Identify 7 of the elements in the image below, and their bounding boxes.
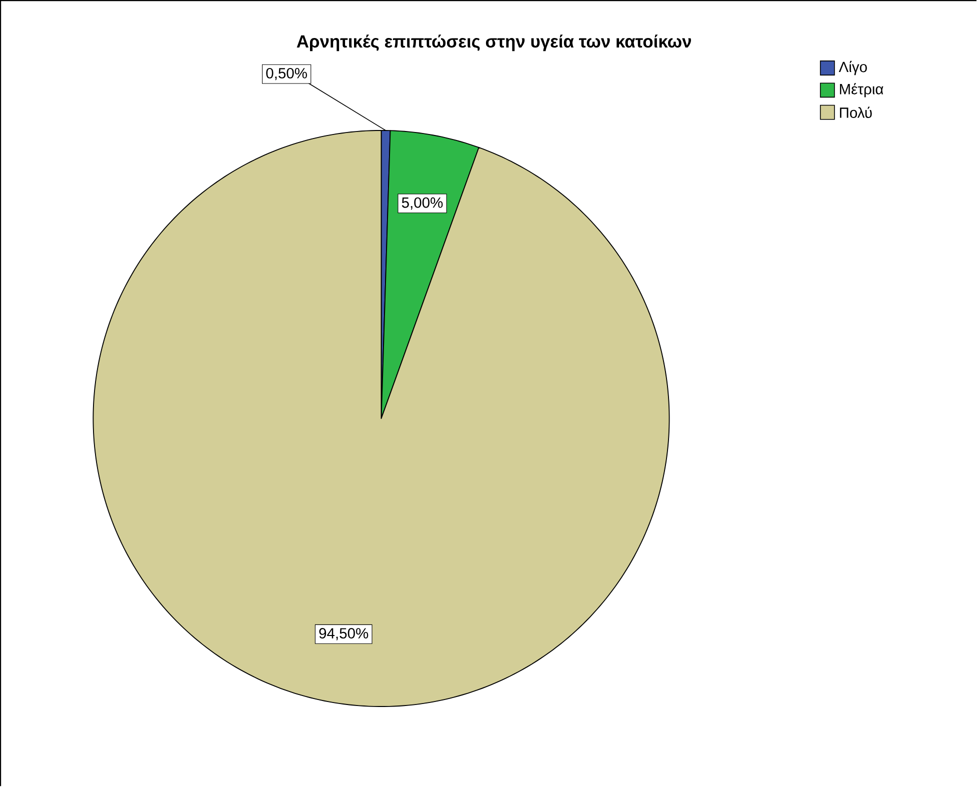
- chart-title: Αρνητικές επιπτώσεις στην υγεία των κατοίκων: [296, 34, 692, 52]
- data-label: 5,00%: [402, 198, 443, 210]
- legend-label: Λίγο: [838, 61, 867, 76]
- legend-label: Μέτρια: [840, 83, 884, 98]
- data-label: 0,50%: [266, 68, 307, 80]
- legend-label: Πολύ: [840, 106, 872, 118]
- data-label: 94,50%: [319, 628, 368, 640]
